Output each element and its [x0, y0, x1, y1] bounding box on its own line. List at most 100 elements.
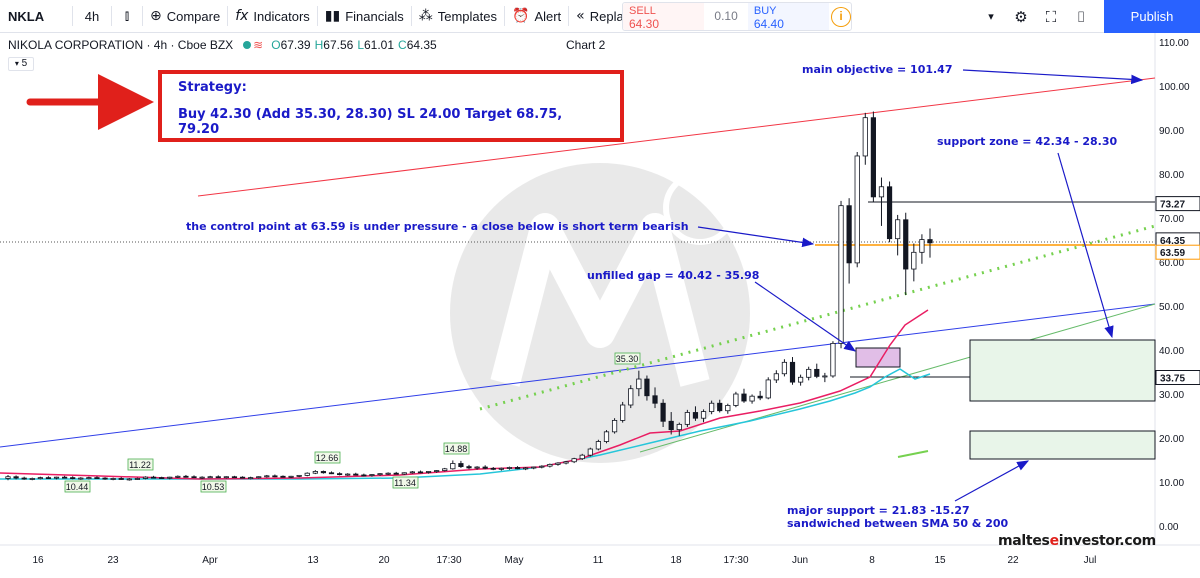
price-tick-label: 50.00	[1159, 302, 1184, 313]
point-label-box	[614, 352, 641, 365]
camera-icon[interactable]: ⌷	[1076, 7, 1086, 26]
blue-trendline[interactable]	[0, 303, 1156, 448]
strategy-box[interactable]: Strategy: Buy 42.30 (Add 35.30, 28.30) S…	[158, 70, 624, 142]
price-point-labels: 11.22 10.44 10.53 12.66 11.34 14.88 35.30	[64, 352, 641, 493]
replay-label: Replay	[589, 8, 631, 24]
time-tick-label: 11	[593, 555, 604, 566]
buy-button[interactable]: BUY 64.40	[747, 3, 830, 31]
price-tag-box	[1155, 244, 1200, 260]
candle-body	[862, 117, 868, 157]
candle-body	[709, 402, 715, 412]
compare-button[interactable]: ⊕ Compare	[143, 0, 227, 33]
arrow-unfilled-gap	[754, 281, 856, 352]
alert-button[interactable]: ⏰ Alert	[505, 0, 568, 33]
wave-icon: ≋	[253, 38, 264, 52]
candle-body	[345, 473, 351, 476]
toolbar-separator	[111, 6, 112, 26]
candle-body	[256, 476, 262, 479]
toolbar-right: ▾ ⚙ ⛶ ⌷ Publish	[976, 0, 1200, 33]
sma-20-line[interactable]	[0, 309, 929, 480]
indicators-icon: fx	[235, 8, 249, 24]
candle-body	[336, 473, 343, 476]
replay-icon: «	[576, 8, 585, 24]
sma-50-line[interactable]	[0, 368, 931, 480]
candle-body	[272, 475, 278, 478]
chevron-down-icon[interactable]: ▾	[988, 10, 994, 23]
point-label-text: 35.30	[616, 354, 639, 364]
arrow-major-support	[954, 460, 1030, 502]
red-trendline[interactable]	[197, 77, 1156, 197]
point-label-box	[392, 476, 419, 489]
price-tick-label: 30.00	[1159, 390, 1184, 401]
price-tag-box	[1155, 370, 1200, 385]
candle-body	[611, 419, 618, 433]
price-tick-label: 70.00	[1159, 214, 1184, 225]
time-tick-label: Jun	[792, 555, 808, 566]
point-label-box	[200, 480, 227, 493]
candle-body	[377, 473, 383, 476]
candle-body	[846, 205, 852, 264]
annotation-control-point: the control point at 63.59 is under pres…	[186, 220, 689, 233]
candle-body	[757, 395, 763, 399]
candle-body	[587, 448, 593, 456]
candle-body	[749, 395, 755, 402]
candle-body	[5, 476, 11, 479]
time-tick-label: 23	[107, 555, 119, 566]
green-short-line[interactable]	[897, 450, 929, 458]
candle-body	[94, 477, 100, 480]
brand-e: e	[1049, 533, 1060, 549]
support-zone-box[interactable]	[969, 339, 1156, 402]
buy-price: 64.40	[753, 17, 784, 31]
alert-label: Alert	[534, 8, 562, 24]
candlestick-series[interactable]	[5, 111, 933, 481]
time-tick-label: Apr	[202, 555, 218, 566]
symbol-search[interactable]: NKLA	[8, 8, 45, 24]
price-tick-label: 100.00	[1159, 82, 1190, 93]
candle-body	[369, 474, 375, 476]
publish-button[interactable]: Publish	[1104, 0, 1200, 33]
bar-style-button[interactable]: ⫾	[112, 0, 142, 33]
candle-body	[620, 404, 626, 421]
interval-button[interactable]: 4h	[84, 8, 100, 24]
candle-body	[199, 476, 205, 479]
price-tick-label: 40.00	[1159, 346, 1184, 357]
candle-body	[628, 388, 634, 406]
candle-body	[692, 412, 699, 419]
major-support-box[interactable]	[969, 430, 1156, 460]
candle-body	[830, 342, 836, 377]
time-tick-label: 18	[670, 555, 682, 566]
time-tick-label: 8	[869, 555, 875, 566]
candle-body	[555, 462, 561, 465]
unfilled-gap-box[interactable]	[855, 347, 901, 368]
replay-button[interactable]: « Replay	[569, 0, 637, 33]
price-tag-label: 63.59	[1160, 248, 1185, 259]
candle-body	[191, 476, 197, 479]
price-chart[interactable]: 110.00100.0090.0080.0070.0060.0050.0040.…	[0, 33, 1200, 578]
price-axis[interactable]	[1155, 33, 1200, 545]
settings-icon[interactable]: ⚙	[1014, 7, 1028, 26]
sell-button[interactable]: SELL 64.30	[623, 3, 705, 31]
arrow-control-point	[697, 226, 815, 248]
indicators-button[interactable]: fx Indicators	[228, 0, 317, 33]
time-tick-label: 17:30	[723, 555, 748, 566]
candle-body	[450, 463, 456, 470]
legend-low: L61.01	[357, 38, 395, 52]
price-tag-label: 73.27	[1160, 200, 1185, 211]
indicator-collapse-toggle[interactable]: ▾ 5	[8, 57, 34, 71]
time-tick-label: 15	[934, 555, 946, 566]
financials-button[interactable]: ▮▮ Financials	[318, 0, 411, 33]
spread-value: 0.10	[714, 9, 738, 23]
candle-body	[21, 477, 27, 480]
candle-body	[458, 463, 464, 467]
candle-body	[150, 476, 157, 479]
candle-body	[781, 361, 788, 375]
green-trendline[interactable]	[639, 303, 1156, 453]
toolbar-separator	[504, 6, 505, 26]
templates-button[interactable]: ⁂ Templates	[412, 0, 504, 33]
toolbar-separator	[410, 6, 412, 26]
info-icon[interactable]: i	[831, 7, 852, 27]
candle-body	[919, 239, 925, 253]
market-status-icon	[243, 41, 252, 49]
candle-body	[231, 476, 238, 479]
fullscreen-icon[interactable]: ⛶	[1045, 7, 1057, 26]
